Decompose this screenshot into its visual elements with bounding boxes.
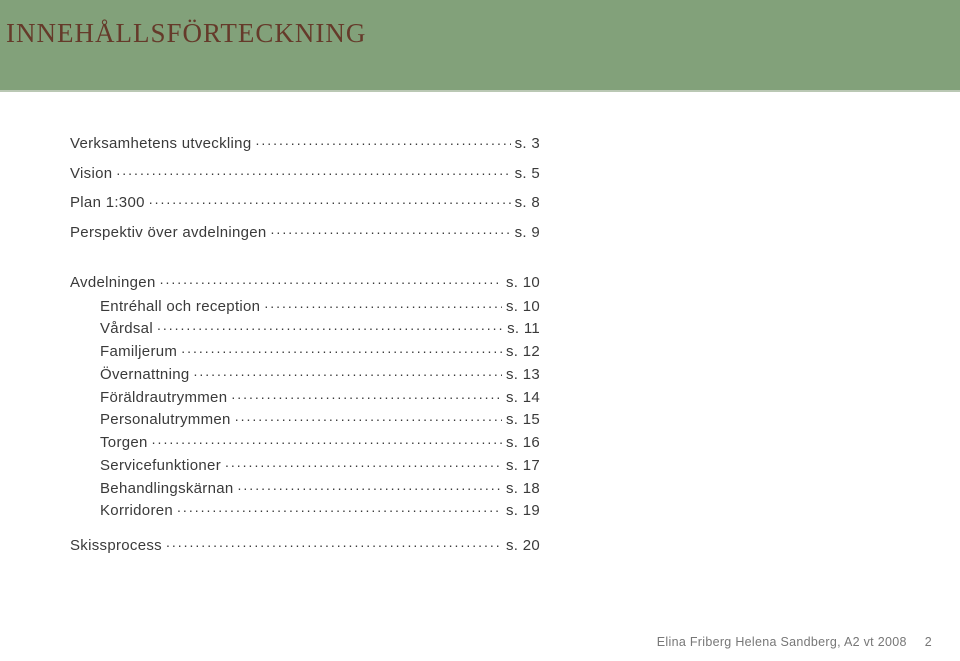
dot-leader: [181, 340, 502, 356]
toc-row: Perspektiv över avdelningen s. 9: [70, 221, 540, 241]
toc-row: Personalutrymmen s. 15: [100, 409, 540, 429]
toc-page: s. 15: [506, 411, 540, 428]
toc-label: Övernattning: [100, 366, 189, 383]
dot-leader: [157, 318, 503, 334]
dot-leader: [160, 271, 502, 287]
toc-label: Korridoren: [100, 502, 173, 519]
dot-leader: [166, 534, 502, 550]
toc-content: Verksamhetens utveckling s. 3 Vision s. …: [0, 92, 600, 554]
toc-row: Torgen s. 16: [100, 431, 540, 451]
toc-page: s. 19: [506, 502, 540, 519]
dot-leader: [271, 221, 511, 237]
dot-leader: [149, 192, 511, 208]
toc-page: s. 20: [506, 537, 540, 554]
toc-page: s. 9: [515, 224, 540, 241]
page-title: INNEHÅLLSFÖRTECKNING: [6, 18, 954, 49]
toc-row-section: Avdelningen s. 10: [70, 271, 540, 291]
toc-page: s. 11: [507, 320, 540, 337]
toc-label: Avdelningen: [70, 274, 156, 291]
dot-leader: [177, 500, 502, 516]
toc-page: s. 16: [506, 434, 540, 451]
toc-page: s. 5: [515, 165, 540, 182]
header-bar: INNEHÅLLSFÖRTECKNING: [0, 0, 960, 92]
dot-leader: [264, 295, 502, 311]
toc-label: Personalutrymmen: [100, 411, 231, 428]
toc-label: Verksamhetens utveckling: [70, 135, 251, 152]
toc-row: Skissprocess s. 20: [70, 534, 540, 554]
footer-text: Elina Friberg Helena Sandberg, A2 vt 200…: [657, 635, 907, 649]
dot-leader: [193, 363, 501, 379]
toc-row: Verksamhetens utveckling s. 3: [70, 132, 540, 152]
toc-row: Korridoren s. 19: [100, 500, 540, 520]
toc-row: Familjerum s. 12: [100, 340, 540, 360]
toc-page: s. 18: [506, 480, 540, 497]
toc-label: Torgen: [100, 434, 148, 451]
header-trim-line: [0, 90, 960, 92]
toc-row: Behandlingskärnan s. 18: [100, 477, 540, 497]
toc-page: s. 10: [506, 298, 540, 315]
toc-row: Föräldrautrymmen s. 14: [100, 386, 540, 406]
dot-leader: [231, 386, 502, 402]
toc-row: Entréhall och reception s. 10: [100, 295, 540, 315]
toc-row: Övernattning s. 13: [100, 363, 540, 383]
toc-page: s. 3: [515, 135, 540, 152]
toc-row: Servicefunktioner s. 17: [100, 454, 540, 474]
page-footer: Elina Friberg Helena Sandberg, A2 vt 200…: [657, 635, 932, 649]
toc-label: Entréhall och reception: [100, 298, 260, 315]
toc-row: Plan 1:300 s. 8: [70, 192, 540, 212]
dot-leader: [116, 162, 510, 178]
toc-label: Behandlingskärnan: [100, 480, 234, 497]
toc-label: Perspektiv över avdelningen: [70, 224, 267, 241]
toc-page: s. 17: [506, 457, 540, 474]
toc-page: s. 13: [506, 366, 540, 383]
toc-page: s. 10: [506, 274, 540, 291]
toc-page: s. 14: [506, 389, 540, 406]
toc-label: Vision: [70, 165, 112, 182]
dot-leader: [152, 431, 502, 447]
footer-page-number: 2: [925, 635, 932, 649]
toc-page: s. 12: [506, 343, 540, 360]
toc-label: Skissprocess: [70, 537, 162, 554]
toc-label: Vårdsal: [100, 320, 153, 337]
toc-label: Föräldrautrymmen: [100, 389, 227, 406]
toc-page: s. 8: [515, 194, 540, 211]
dot-leader: [225, 454, 502, 470]
toc-label: Familjerum: [100, 343, 177, 360]
toc-sub-block: Entréhall och reception s. 10 Vårdsal s.…: [100, 295, 540, 520]
dot-leader: [235, 409, 502, 425]
toc-row: Vårdsal s. 11: [100, 318, 540, 338]
toc-label: Plan 1:300: [70, 194, 145, 211]
dot-leader: [238, 477, 502, 493]
toc-label: Servicefunktioner: [100, 457, 221, 474]
dot-leader: [255, 132, 510, 148]
toc-row: Vision s. 5: [70, 162, 540, 182]
